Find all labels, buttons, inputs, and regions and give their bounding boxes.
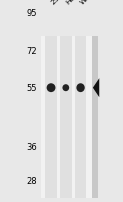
Text: 72: 72 [26, 47, 37, 56]
Bar [45, 36, 57, 198]
Ellipse shape [62, 85, 69, 92]
Bar [41, 36, 92, 198]
Text: 95: 95 [26, 9, 37, 18]
Text: 293: 293 [50, 0, 64, 6]
Text: 55: 55 [26, 84, 37, 93]
Ellipse shape [76, 84, 85, 93]
Text: 36: 36 [26, 142, 37, 151]
Text: HeLa: HeLa [65, 0, 82, 6]
Bar [75, 36, 86, 198]
Text: WiDr: WiDr [79, 0, 96, 6]
Bar [41, 36, 98, 198]
Ellipse shape [47, 84, 55, 93]
Polygon shape [93, 79, 99, 98]
Text: 28: 28 [26, 176, 37, 185]
Bar [60, 36, 72, 198]
